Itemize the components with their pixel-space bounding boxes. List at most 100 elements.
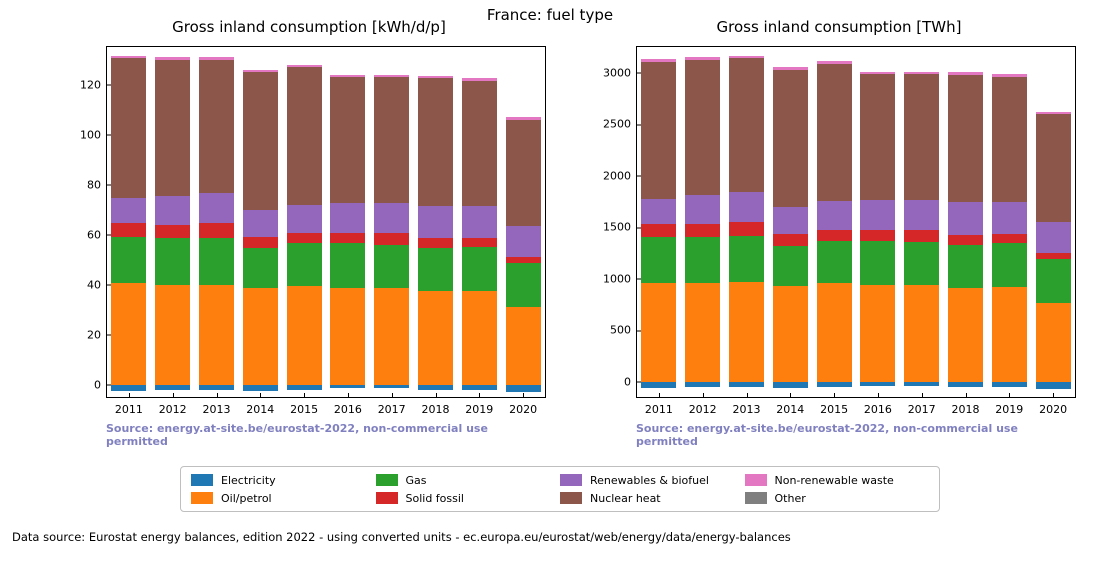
bar (729, 56, 764, 382)
seg-gas (374, 245, 409, 289)
seg-oil (111, 283, 146, 384)
seg-renewables (773, 207, 808, 234)
seg-renewables (155, 196, 190, 225)
seg-nuclear (199, 60, 234, 194)
ytick: 0 (94, 378, 107, 391)
seg-renewables (330, 203, 365, 233)
seg-renewables (243, 210, 278, 238)
seg-nuclear (155, 60, 190, 196)
seg-nuclear (1036, 114, 1071, 221)
seg-nuclear (243, 72, 278, 210)
panel-right-plot: 0500100015002000250030002011201220132014… (636, 46, 1076, 398)
seg-electricity (773, 382, 808, 388)
seg-electricity (685, 382, 720, 387)
seg-electricity (155, 385, 190, 390)
xtick: 2015 (290, 397, 318, 416)
seg-solid_fossil (992, 234, 1027, 243)
seg-nuclear (287, 67, 322, 205)
seg-renewables (374, 203, 409, 233)
seg-electricity (860, 382, 895, 386)
seg-oil (641, 283, 676, 382)
seg-nuclear (948, 75, 983, 203)
panel-left-title: Gross inland consumption [kWh/d/p] (68, 18, 550, 36)
legend-item-electricity: Electricity (191, 471, 376, 489)
legend-swatch-other (745, 492, 767, 504)
seg-nuclear (462, 81, 497, 206)
legend-item-other: Other (745, 489, 930, 507)
bar-neg (904, 382, 939, 386)
seg-electricity (111, 385, 146, 391)
ytick: 500 (610, 324, 637, 337)
seg-gas (773, 246, 808, 286)
seg-oil (199, 285, 234, 385)
seg-gas (729, 236, 764, 282)
legend: ElectricityOil/petrolGasSolid fossilRene… (180, 466, 940, 512)
bar (111, 56, 146, 385)
seg-gas (462, 247, 497, 291)
xtick: 2017 (908, 397, 936, 416)
panel-right-title: Gross inland consumption [TWh] (598, 18, 1080, 36)
bar-neg (948, 382, 983, 387)
seg-solid_fossil (685, 224, 720, 237)
seg-oil (374, 288, 409, 384)
seg-renewables (729, 192, 764, 222)
xtick: 2016 (864, 397, 892, 416)
seg-oil (773, 286, 808, 382)
seg-oil (330, 288, 365, 384)
legend-label-other: Other (775, 492, 806, 505)
seg-solid_fossil (817, 230, 852, 240)
seg-gas (506, 263, 541, 307)
seg-renewables (948, 202, 983, 234)
seg-nuclear (641, 62, 676, 199)
seg-electricity (904, 382, 939, 386)
ytick: 60 (87, 228, 107, 241)
xtick: 2011 (115, 397, 143, 416)
seg-renewables (199, 193, 234, 223)
seg-electricity (330, 385, 365, 389)
bar (330, 75, 365, 385)
seg-renewables (685, 195, 720, 224)
legend-swatch-nuclear (560, 492, 582, 504)
ytick: 3000 (603, 66, 637, 79)
seg-oil (948, 288, 983, 382)
bar-neg (374, 385, 409, 389)
ytick: 2000 (603, 169, 637, 182)
legend-label-nuclear: Nuclear heat (590, 492, 661, 505)
seg-renewables (860, 200, 895, 230)
xtick: 2014 (776, 397, 804, 416)
xtick: 2017 (378, 397, 406, 416)
seg-renewables (817, 201, 852, 230)
xtick: 2012 (689, 397, 717, 416)
bar (243, 70, 278, 385)
bar-neg (330, 385, 365, 389)
seg-nuclear (817, 64, 852, 201)
seg-nuclear (506, 120, 541, 226)
bar-neg (685, 382, 720, 387)
bar-neg (462, 385, 497, 390)
legend-item-nuclear: Nuclear heat (560, 489, 745, 507)
legend-swatch-renewables (560, 474, 582, 486)
bar (155, 57, 190, 385)
seg-solid_fossil (773, 234, 808, 245)
seg-solid_fossil (330, 233, 365, 243)
legend-item-solid_fossil: Solid fossil (376, 489, 561, 507)
ytick: 1000 (603, 272, 637, 285)
bar (641, 59, 676, 381)
seg-oil (685, 283, 720, 382)
bar (506, 117, 541, 385)
legend-item-gas: Gas (376, 471, 561, 489)
bar-neg (243, 385, 278, 391)
ytick: 2500 (603, 118, 637, 131)
seg-renewables (462, 206, 497, 239)
seg-oil (1036, 303, 1071, 381)
seg-solid_fossil (155, 225, 190, 239)
seg-nuclear (111, 58, 146, 198)
legend-item-oil: Oil/petrol (191, 489, 376, 507)
seg-renewables (111, 198, 146, 223)
bar (374, 75, 409, 385)
bar-neg (860, 382, 895, 386)
seg-solid_fossil (729, 222, 764, 237)
seg-renewables (1036, 222, 1071, 253)
xtick: 2019 (465, 397, 493, 416)
seg-gas (817, 241, 852, 283)
